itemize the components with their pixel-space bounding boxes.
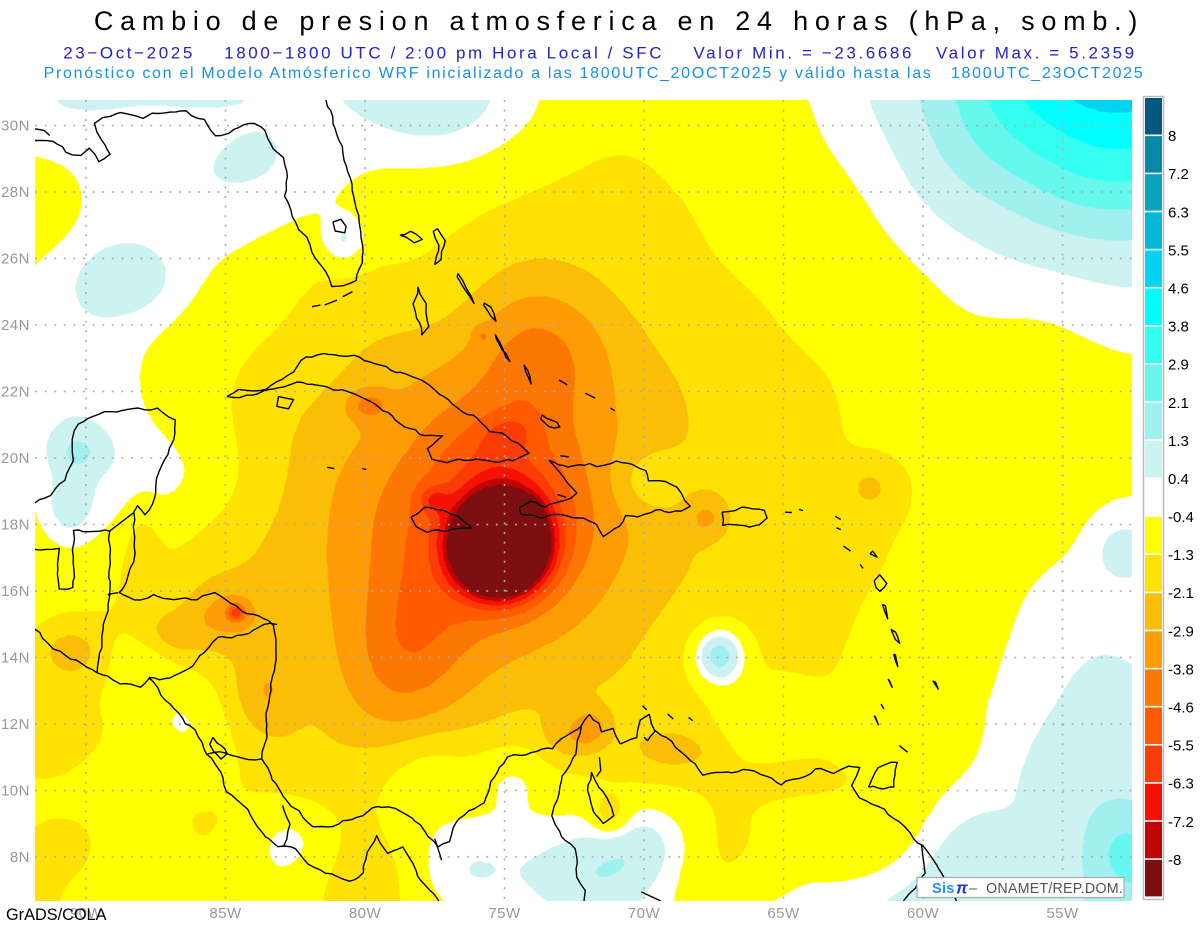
svg-text:28N: 28N [1,184,30,201]
svg-text:-2.1: -2.1 [1168,585,1194,602]
svg-text:23−Oct−2025 1800−1800 UTC /: 23−Oct−2025 1800−1800 UTC / 2:00 pm Hora… [63,44,1136,63]
svg-text:Cambio de presion atmosferica: Cambio de presion atmosferica en 24 hora… [94,6,1144,36]
svg-text:4.6: 4.6 [1168,281,1189,298]
svg-text:14N: 14N [1,650,30,667]
svg-text:24N: 24N [1,317,30,334]
svg-text:GrADS/COLA: GrADS/COLA [6,906,107,924]
svg-text:2.9: 2.9 [1168,357,1189,374]
svg-text:π: π [956,880,968,898]
svg-text:60W: 60W [907,905,940,922]
svg-text:Sis: Sis [932,881,955,897]
svg-text:85W: 85W [209,905,242,922]
svg-text:12N: 12N [1,716,30,733]
svg-text:-7.2: -7.2 [1168,814,1194,831]
svg-text:26N: 26N [1,251,30,268]
svg-text:-0.4: -0.4 [1168,509,1194,526]
svg-text:8: 8 [1168,128,1176,145]
svg-text:8N: 8N [10,849,30,866]
svg-text:–: – [969,881,977,897]
svg-text:0.4: 0.4 [1168,471,1189,488]
svg-text:-6.3: -6.3 [1168,776,1194,793]
svg-text:1.3: 1.3 [1168,433,1189,450]
svg-text:-1.3: -1.3 [1168,547,1194,564]
svg-text:-3.8: -3.8 [1168,661,1194,678]
svg-text:80W: 80W [349,905,382,922]
svg-text:Pronóstico con el Modelo Atmós: Pronóstico con el Modelo Atmósferico WRF… [44,65,1145,82]
svg-text:75W: 75W [488,905,521,922]
svg-text:16N: 16N [1,583,30,600]
svg-text:22N: 22N [1,384,30,401]
svg-text:ONAMET/REP.DOM.: ONAMET/REP.DOM. [986,881,1123,897]
svg-text:3.8: 3.8 [1168,319,1189,336]
svg-text:30N: 30N [1,118,30,135]
svg-text:18N: 18N [1,517,30,534]
svg-text:2.1: 2.1 [1168,395,1189,412]
svg-text:55W: 55W [1046,905,1079,922]
svg-text:70W: 70W [628,905,661,922]
svg-text:10N: 10N [1,783,30,800]
svg-text:-2.9: -2.9 [1168,623,1194,640]
svg-text:-8: -8 [1168,852,1181,869]
svg-text:5.5: 5.5 [1168,242,1189,259]
svg-text:20N: 20N [1,450,30,467]
svg-text:6.3: 6.3 [1168,204,1189,221]
svg-text:7.2: 7.2 [1168,166,1189,183]
svg-text:65W: 65W [767,905,800,922]
svg-text:90W: 90W [70,905,103,922]
svg-text:-4.6: -4.6 [1168,700,1194,717]
svg-text:-5.5: -5.5 [1168,738,1194,755]
